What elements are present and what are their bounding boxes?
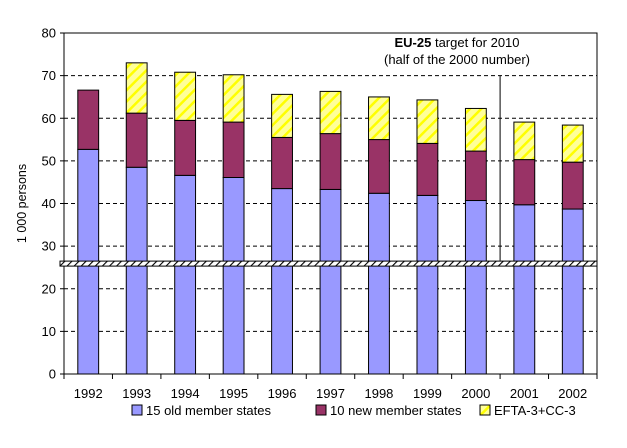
bar-2002-series-3 [561,124,584,163]
bar-2002-series-2 [561,161,584,210]
legend-swatch-1 [131,404,143,416]
bar-2001-series-1 [513,204,536,375]
y-tick-label: 60 [42,111,56,126]
bar-2000-series-3 [464,107,487,152]
bar-1996-series-3 [271,93,293,138]
bar-1997-series-3 [319,90,342,135]
bar-1996-series-1 [271,188,293,375]
bar-1993-series-2 [125,112,148,168]
y-tick-label: 30 [42,239,56,254]
bar-1993-series-3 [125,62,148,114]
bar-1999-series-2 [416,142,439,196]
bar-1994-series-1 [174,174,197,375]
legend: 15 old member states 10 new member states… [131,403,576,418]
annotation-bold: EU-25 [394,35,431,50]
bar-1995-series-2 [222,121,245,178]
x-tick-label: 2000 [461,386,490,401]
bar-2000-series-2 [464,150,487,202]
annotation: EU-25 target for 2010 (half of the 2000 n… [384,35,530,261]
y-axis-label: 1 000 persons [15,164,29,243]
bar-2001-series-3 [513,121,536,161]
bar-1996-series-2 [271,136,293,190]
annotation-rest: target for 2010 [431,35,519,50]
x-tick-label: 1995 [219,386,248,401]
x-tick-label: 2001 [510,386,539,401]
bar-1998-series-2 [368,139,390,194]
legend-swatch-2 [315,404,327,416]
x-tick-label: 1993 [122,386,151,401]
bars [77,62,584,375]
y-tick-label: 70 [42,68,56,83]
bar-1998-series-1 [368,192,390,375]
legend-swatch-3 [479,404,491,416]
x-tick-label: 2002 [558,386,587,401]
y-tick-label: 10 [42,324,56,339]
y-tick-label: 20 [42,281,56,296]
y-axis: 0 10 20 30 40 50 60 70 80 [42,26,64,382]
x-tick-label: 1999 [413,386,442,401]
legend-label-3: EFTA-3+CC-3 [494,403,576,418]
annotation-line-1: EU-25 target for 2010 [394,35,519,50]
x-tick-label: 1997 [316,386,345,401]
reference-line-group [59,260,598,267]
bar-1999-series-3 [416,99,439,144]
x-axis: 1992 1993 1994 1995 1996 1997 1998 1999 2000 2001… [63,374,598,401]
x-tick-label: 1996 [268,386,297,401]
bar-1999-series-1 [416,194,439,375]
y-tick-label: 0 [49,367,56,382]
bar-1993-series-1 [125,166,148,375]
bar-1992-series-2 [77,89,100,150]
bar-2002-series-1 [561,208,584,375]
y-tick-label: 80 [42,26,56,41]
bar-2000-series-1 [464,200,487,375]
x-tick-label: 1994 [171,386,200,401]
bar-1994-series-2 [174,119,197,176]
bar-1997-series-1 [319,188,342,375]
bar-1995-series-1 [222,176,245,375]
x-tick-label: 1992 [74,386,103,401]
annotation-line-2: (half of the 2000 number) [384,52,530,67]
bar-1995-series-3 [222,74,245,123]
y-tick-label: 50 [42,153,56,168]
bar-2001-series-2 [513,159,536,206]
reference-line [59,260,598,267]
y-tick-label: 40 [42,196,56,211]
bar-1998-series-3 [368,96,390,141]
legend-label-2: 10 new member states [330,403,462,418]
bar-1994-series-3 [174,71,197,121]
bar-1997-series-2 [319,133,342,190]
x-tick-label: 1998 [364,386,393,401]
legend-label-1: 15 old member states [146,403,272,418]
